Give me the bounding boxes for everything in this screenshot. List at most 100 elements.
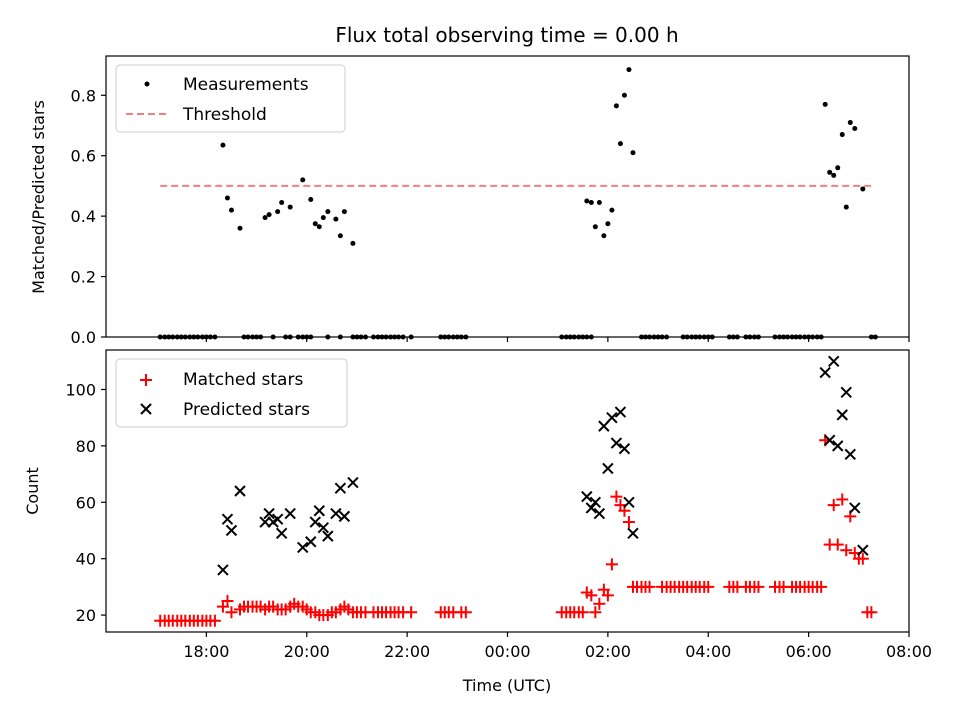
matched-star-point [585, 589, 598, 602]
predicted-star-point [347, 476, 359, 489]
predicted-star-point [819, 366, 831, 379]
legend-matched-label: Matched stars [183, 370, 303, 390]
matched-star-point [831, 538, 844, 551]
legend-measurements-marker [144, 81, 150, 87]
predicted-star-stroke-b [221, 513, 234, 525]
top-y-axis-label: Matched/Predicted stars [29, 100, 48, 294]
bottom-y-axis-label: Count [23, 467, 42, 515]
predicted-star-point [585, 502, 598, 514]
measurement-point [843, 204, 849, 210]
predicted-star-point [606, 411, 618, 424]
measurement-point [822, 101, 828, 107]
x-tick-label: 04:00 [685, 642, 731, 661]
matched-star-point [593, 597, 606, 610]
predicted-star-point [317, 521, 330, 534]
predicted-star-stroke-b [623, 496, 635, 508]
matched-star-point [836, 493, 849, 506]
predicted-star-stroke-b [606, 411, 618, 424]
bottom-y-tick-label: 20 [76, 606, 96, 625]
predicted-star-stroke-b [297, 541, 309, 554]
top-x-ticks [205, 337, 910, 342]
top-y-tick-label: 0.0 [71, 328, 96, 347]
predicted-star-stroke-b [330, 507, 342, 520]
top-y-axis: 0.0 0.2 0.4 0.6 0.8 [71, 86, 106, 347]
predicted-star-stroke-b [581, 490, 593, 503]
predicted-star-stroke-b [225, 524, 238, 537]
predicted-star-point [271, 513, 284, 525]
predicted-star-point [844, 448, 856, 461]
measurement-point [613, 103, 619, 109]
predicted-star-point [593, 507, 606, 520]
legend-threshold-label: Threshold [182, 105, 267, 125]
predicted-star-point [225, 524, 238, 537]
matched-star-point [601, 589, 614, 602]
x-tick-label: 02:00 [585, 642, 631, 661]
predicted-star-stroke-b [263, 507, 275, 520]
predicted-star-stroke-b [840, 386, 852, 399]
top-y-tick-label: 0.4 [71, 207, 96, 226]
measurement-point [312, 221, 318, 227]
top-y-tick-label: 0.8 [71, 86, 96, 105]
measurement-point [275, 209, 281, 215]
predicted-star-point [589, 496, 602, 508]
x-tick-label: 06:00 [786, 642, 832, 661]
measurement-point [847, 119, 853, 125]
predicted-star-point [297, 541, 309, 554]
predicted-star-stroke-b [317, 521, 330, 534]
predicted-star-stroke-b [627, 527, 639, 540]
figure-title: Flux total observing time = 0.00 h [335, 23, 678, 47]
measurement-point [831, 172, 837, 178]
measurement-point [279, 200, 285, 206]
x-tick-label: 18:00 [183, 642, 229, 661]
bottom-panel: 20 40 60 80 100 18:00 20:00 22:00 00:00 02:00 04:… [23, 349, 932, 695]
predicted-star-stroke-b [823, 434, 836, 446]
predicted-star-point [284, 507, 296, 520]
x-tick-label: 08:00 [886, 642, 932, 661]
predicted-star-stroke-b [234, 485, 246, 497]
predicted-star-point [334, 482, 347, 494]
measurement-point [228, 207, 234, 213]
predicted-star-point [857, 544, 869, 556]
predicted-star-stroke-b [844, 448, 856, 461]
bottom-y-tick-label: 100 [65, 380, 96, 399]
predicted-star-stroke-b [347, 476, 359, 489]
bottom-y-tick-label: 60 [76, 493, 96, 512]
bottom-y-tick-label: 40 [76, 550, 96, 569]
predicted-star-point [610, 437, 623, 449]
measurement-point [630, 150, 636, 156]
measurement-point [584, 198, 590, 204]
measurement-point [609, 207, 615, 213]
predicted-star-stroke-b [618, 442, 631, 455]
predicted-star-stroke-b [589, 496, 602, 508]
matched-star-point [815, 580, 828, 593]
top-legend: Measurements Threshold [115, 64, 346, 133]
measurement-point [605, 221, 611, 227]
measurement-point [341, 209, 347, 215]
predicted-star-point [828, 355, 840, 367]
x-axis-label: Time (UTC) [462, 676, 551, 695]
predicted-star-stroke-b [828, 355, 840, 367]
x-tick-label: 22:00 [384, 642, 430, 661]
predicted-star-stroke-b [284, 507, 296, 520]
matched-star-point [840, 544, 853, 557]
measurement-point [852, 126, 858, 132]
x-tick-label: 20:00 [284, 642, 330, 661]
bottom-legend-box [115, 358, 348, 428]
measurement-point [350, 240, 356, 246]
measurement-point [835, 165, 841, 171]
predicted-star-point [305, 536, 317, 548]
matched-star-point [208, 614, 221, 627]
matched-star-point [605, 558, 618, 571]
matched-star-point [702, 580, 715, 593]
measurement-point [316, 224, 322, 230]
matched-star-point [610, 490, 623, 503]
bottom-y-tick-label: 80 [76, 437, 96, 456]
predicted-star-point [322, 530, 334, 542]
predicted-star-point [836, 409, 848, 421]
measurement-point [300, 177, 306, 183]
measurement-point [337, 233, 343, 239]
matched-star-point [643, 580, 656, 593]
measurement-point [333, 216, 339, 222]
bottom-x-axis: 18:00 20:00 22:00 00:00 02:00 04:00 06:00 08:00 [183, 632, 932, 661]
predicted-star-point [263, 507, 275, 520]
